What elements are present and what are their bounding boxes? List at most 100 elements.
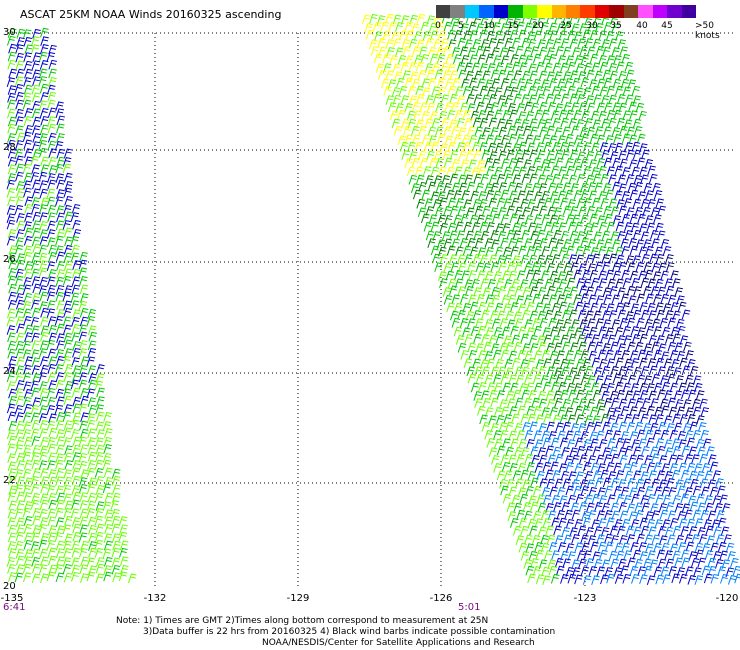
wind-barb: [484, 238, 494, 248]
wind-barb: [409, 14, 418, 25]
wind-barb: [627, 398, 637, 409]
wind-barb: [71, 540, 81, 551]
wind-barb: [618, 421, 628, 432]
wind-barb: [613, 485, 623, 496]
wind-barb: [102, 501, 112, 512]
wind-barb: [670, 270, 679, 281]
wind-barb: [643, 182, 653, 193]
wind-barb: [646, 437, 655, 448]
wind-barb: [605, 462, 615, 472]
wind-barb: [525, 486, 534, 496]
wind-barb: [55, 476, 64, 487]
wind-barb: [621, 302, 631, 312]
wind-barb: [88, 547, 97, 558]
wind-barb: [514, 423, 523, 433]
wind-barb: [538, 454, 548, 465]
wind-barb: [552, 142, 561, 152]
wind-barb: [39, 212, 48, 222]
wind-barb: [493, 135, 502, 145]
wind-barb: [503, 63, 513, 73]
wind-barb: [682, 399, 692, 409]
wind-barb: [15, 116, 24, 127]
wind-barb: [635, 478, 645, 489]
wind-barb: [517, 405, 526, 416]
wind-barb: [48, 251, 57, 262]
wind-barb: [582, 517, 592, 528]
wind-barb: [543, 358, 552, 369]
wind-barb: [594, 126, 604, 136]
wind-barb: [118, 531, 128, 542]
wind-barb: [566, 359, 575, 369]
wind-barb: [454, 278, 464, 289]
wind-barb: [552, 62, 562, 73]
wind-barb: [56, 412, 65, 422]
wind-barb: [574, 437, 584, 448]
wind-barb: [556, 23, 566, 34]
wind-barb: [465, 230, 474, 241]
wind-barb: [78, 331, 88, 342]
wind-barb: [417, 207, 427, 218]
wind-barb: [543, 334, 552, 345]
wind-barb: [460, 23, 469, 33]
wind-barb: [518, 141, 528, 152]
wind-barb: [648, 310, 657, 321]
wind-barb: [102, 548, 112, 559]
wind-barb: [605, 303, 615, 314]
wind-barb: [577, 366, 586, 376]
wind-barb: [111, 564, 121, 575]
wind-barb: [516, 134, 525, 144]
wind-barb: [503, 198, 512, 209]
wind-barb: [709, 486, 719, 497]
wind-barb: [568, 471, 577, 482]
wind-barb: [430, 221, 440, 232]
wind-barb: [589, 53, 599, 64]
wind-barb: [63, 395, 73, 406]
wind-barb: [71, 284, 81, 295]
wind-barb: [529, 173, 538, 184]
wind-barb: [39, 188, 49, 199]
wind-barb: [23, 403, 33, 414]
wind-barb: [48, 156, 57, 167]
wind-barb: [559, 437, 569, 448]
wind-barb: [725, 567, 735, 578]
wind-barb: [628, 238, 638, 248]
wind-barb: [588, 294, 597, 305]
wind-barb: [662, 245, 672, 256]
wind-barb: [500, 485, 509, 496]
wind-barb: [488, 389, 498, 400]
wind-barb: [31, 125, 41, 135]
wind-barb: [559, 62, 569, 73]
wind-barb: [664, 447, 674, 457]
wind-barb: [39, 60, 49, 70]
wind-barb: [47, 140, 57, 151]
wind-barb: [574, 463, 583, 473]
wind-barb: [669, 543, 679, 554]
wind-barb: [7, 156, 17, 167]
wind-barb: [484, 183, 493, 194]
wind-barb: [498, 182, 508, 192]
wind-barb: [617, 93, 626, 104]
wind-barb: [595, 375, 604, 385]
wind-barb: [460, 78, 470, 89]
wind-barb: [665, 285, 675, 296]
wind-barb: [720, 573, 729, 584]
wind-barb: [582, 575, 592, 585]
wind-barb: [553, 502, 562, 512]
wind-barb: [636, 374, 646, 385]
wind-barb: [489, 310, 499, 321]
wind-barb: [610, 453, 620, 464]
wind-barb: [72, 491, 82, 502]
wind-barb: [676, 325, 686, 336]
wind-barb: [409, 71, 419, 82]
wind-barb: [7, 381, 16, 391]
wind-barb: [580, 237, 589, 248]
wind-barb: [609, 151, 619, 161]
wind-barb: [545, 525, 554, 536]
wind-barb: [111, 468, 121, 479]
wind-barb: [569, 93, 578, 104]
wind-barb: [555, 422, 564, 433]
wind-barb: [63, 148, 73, 159]
wind-barb: [71, 499, 80, 510]
wind-barb: [387, 79, 397, 89]
wind-barb: [458, 182, 468, 193]
